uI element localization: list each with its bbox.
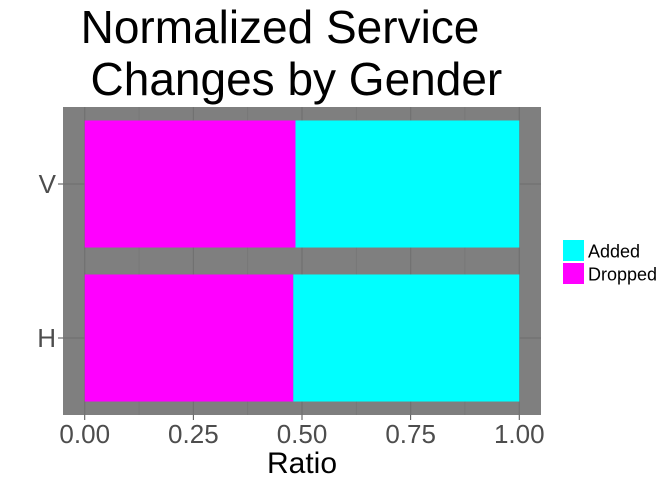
chart-title-line-1: Normalized Service [80,1,480,53]
x-tick-label: 0.75 [385,419,436,449]
y-tick-label: V [39,169,57,199]
bar-added-v [295,120,520,248]
bar-added-h [293,274,520,402]
x-tick-label: 1.00 [494,419,545,449]
legend-key-added [563,240,584,261]
legend-label-dropped: Dropped [588,265,657,285]
x-axis-title: Ratio [267,447,337,480]
y-tick-label: H [37,323,56,353]
legend-key-dropped [563,263,584,284]
legend-label-added: Added [588,242,640,262]
bar-dropped-v [84,120,296,248]
x-tick-label: 0.25 [168,419,219,449]
x-tick-label: 0.00 [59,419,110,449]
x-tick-label: 0.50 [277,419,328,449]
chart-title-line-2: Changes by Gender [77,53,503,105]
bar-dropped-h [84,274,294,402]
